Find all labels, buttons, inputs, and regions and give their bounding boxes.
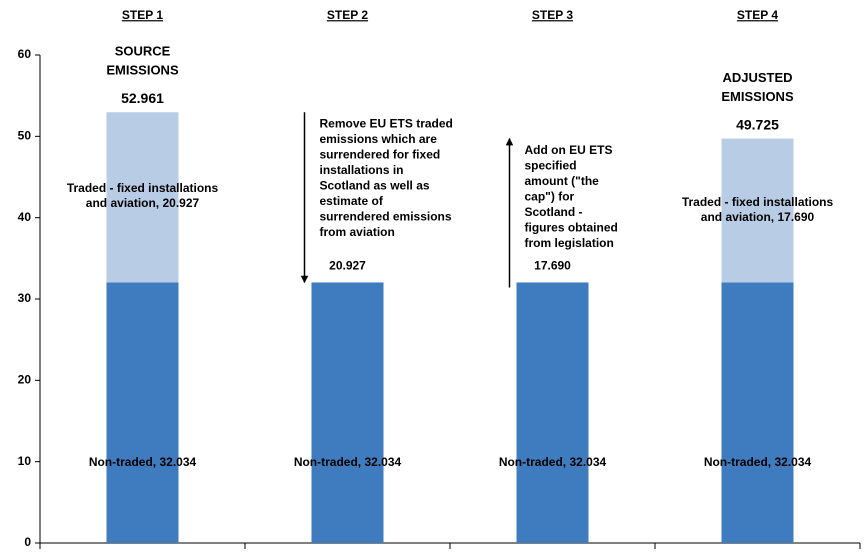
data-label-box: Traded - fixed installations and aviatio… [681,194,834,224]
data-label-box: Non-traded, 32.034 [88,454,197,469]
change-note: Scotland - [525,205,583,219]
change-note: from aviation [320,225,395,239]
total-label: 52.961 [121,90,164,106]
data-label-box: Traded - fixed installations and aviatio… [66,181,219,211]
change-note: estimate of [320,194,384,208]
y-tick-label: 30 [18,291,32,305]
change-note: Scotland as well as [320,178,430,192]
data-label: Traded - fixed installations and aviatio… [66,181,219,211]
heading: EMISSIONS [721,89,794,104]
heading: SOURCE [115,44,171,59]
change-label: 20.927 [329,259,366,273]
heading: ADJUSTED [722,70,792,85]
y-tick-label: 20 [18,373,32,387]
data-label: Traded - fixed installations and aviatio… [681,194,834,224]
data-label: Non-traded, 32.034 [88,454,197,469]
change-note: cap") for [525,189,575,203]
change-note: installations in [320,163,404,177]
y-tick-label: 10 [18,454,32,468]
heading: EMISSIONS [106,63,179,78]
bar-segment [516,282,589,543]
step-label: STEP 1 [122,8,163,22]
change-note: Add on EU ETS [525,143,613,157]
data-label-box: Non-traded, 32.034 [498,454,607,469]
data-label-box: Non-traded, 32.034 [293,454,402,469]
change-note: from legislation [525,236,614,250]
data-label: Non-traded, 32.034 [703,454,812,469]
bar-segment [106,112,179,283]
change-label: 17.690 [534,259,571,273]
change-note: amount ("the [525,174,600,188]
data-label: Non-traded, 32.034 [293,454,402,469]
y-tick-label: 50 [18,129,32,143]
bar-segment [311,282,384,543]
change-note: figures obtained [525,220,618,234]
y-tick-label: 60 [18,47,32,61]
change-note: emissions which are [320,132,438,146]
y-tick-label: 0 [24,535,31,549]
change-note: surrendered emissions [320,209,452,223]
bar-segment [721,282,794,543]
change-note: surrendered for fixed [320,147,441,161]
data-label-box: Non-traded, 32.034 [703,454,812,469]
bar-segment [721,138,794,283]
step-label: STEP 4 [737,8,778,22]
change-note: Remove EU ETS traded [320,116,453,130]
change-note: specified [525,158,577,172]
step-label: STEP 3 [532,8,573,22]
step-label: STEP 2 [327,8,368,22]
data-label: Non-traded, 32.034 [498,454,607,469]
total-label: 49.725 [736,116,779,132]
y-tick-label: 40 [18,210,32,224]
bar-segment [106,282,179,543]
